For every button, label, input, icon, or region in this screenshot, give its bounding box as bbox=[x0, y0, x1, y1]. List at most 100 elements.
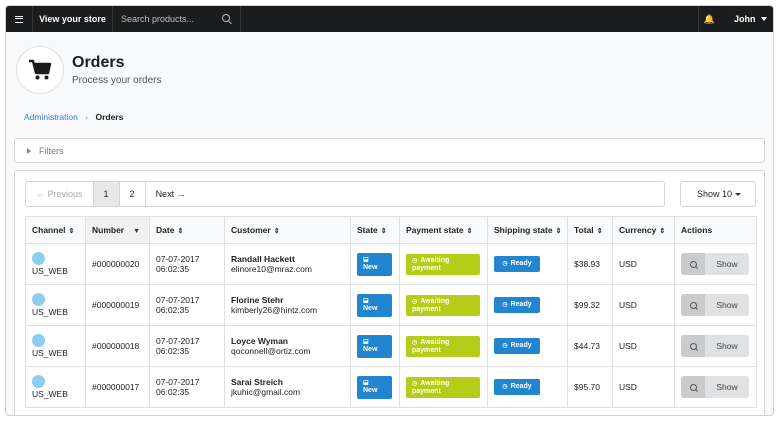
header-icon-circle bbox=[16, 46, 64, 94]
shipping-state-badge: ◷ Ready bbox=[494, 379, 540, 395]
table-row: US_WEB #000000020 07-07-2017 06:02:35 Ran… bbox=[25, 243, 757, 285]
chevron-down-icon bbox=[735, 193, 741, 196]
show-order-button[interactable]: Show bbox=[681, 335, 749, 357]
channel-code: US_WEB bbox=[32, 266, 68, 276]
column-header-state[interactable]: State ⇕ bbox=[350, 216, 400, 244]
pagination-next[interactable]: Next → bbox=[155, 189, 186, 199]
sort-icon: ⇕ bbox=[380, 228, 387, 235]
state-label: New bbox=[363, 345, 378, 353]
view-store-link[interactable]: View your store bbox=[33, 6, 113, 32]
state-badge: ⬓ New bbox=[357, 334, 392, 358]
column-header-channel[interactable]: Channel ⇕ bbox=[25, 216, 86, 244]
state-badge: ⬓ New bbox=[357, 375, 392, 399]
column-label: Customer bbox=[231, 225, 271, 235]
clock-icon: ◷ bbox=[502, 302, 508, 308]
pagination-page-1[interactable]: 1 bbox=[93, 182, 120, 206]
channel-color-dot bbox=[32, 375, 45, 388]
table-row: US_WEB #000000018 07-07-2017 06:02:35 Loy… bbox=[25, 325, 757, 367]
search-box bbox=[113, 6, 241, 32]
column-header-customer[interactable]: Customer ⇕ bbox=[224, 216, 351, 244]
show-button-label: Show bbox=[716, 382, 738, 392]
pagination: ← Previous 1 2 Next → bbox=[25, 181, 665, 207]
shipping-state-label: Ready bbox=[510, 260, 532, 267]
column-header-number[interactable]: Number ▼ bbox=[85, 216, 150, 244]
column-label: Date bbox=[156, 225, 175, 235]
search-icon bbox=[689, 260, 697, 268]
breadcrumb-administration-link[interactable]: Administration bbox=[24, 112, 78, 122]
hamburger-icon bbox=[15, 15, 23, 23]
clock-icon: ◷ bbox=[412, 257, 418, 264]
filters-accordion[interactable]: Filters bbox=[14, 138, 765, 163]
payment-state-label: Awaiting payment bbox=[412, 256, 450, 272]
order-time: 06:02:35 bbox=[156, 346, 190, 356]
column-label: Currency bbox=[619, 225, 657, 235]
sort-icon: ⇕ bbox=[659, 228, 666, 235]
sort-icon: ⇕ bbox=[596, 228, 603, 235]
page-size-dropdown[interactable]: Show 10 bbox=[680, 181, 756, 207]
customer-name: Randall Hackett bbox=[231, 254, 295, 264]
inbox-icon: ⬓ bbox=[363, 256, 369, 263]
sort-icon: ⇕ bbox=[555, 228, 562, 235]
show-order-button[interactable]: Show bbox=[681, 253, 749, 275]
column-header-total[interactable]: Total ⇕ bbox=[567, 216, 613, 244]
order-number: #000000018 bbox=[92, 341, 140, 351]
state-label: New bbox=[363, 386, 378, 394]
order-total: $99.32 bbox=[574, 300, 600, 310]
sidebar-toggle-button[interactable] bbox=[6, 6, 33, 32]
show-order-button[interactable]: Show bbox=[681, 376, 749, 398]
column-label: Number bbox=[92, 225, 125, 235]
order-time: 06:02:35 bbox=[156, 305, 190, 315]
clock-icon: ◷ bbox=[412, 298, 418, 305]
channel-code: US_WEB bbox=[32, 307, 68, 317]
search-icon-wrap bbox=[681, 253, 705, 275]
inbox-icon: ⬓ bbox=[363, 379, 369, 386]
user-menu[interactable]: John bbox=[720, 6, 773, 32]
search-icon[interactable] bbox=[222, 14, 230, 22]
order-currency: USD bbox=[619, 300, 637, 310]
top-navbar: View your store 🔔 John bbox=[6, 6, 773, 32]
order-total: $38.93 bbox=[574, 259, 600, 269]
page-title: Orders bbox=[72, 54, 125, 71]
shipping-state-badge: ◷ Ready bbox=[494, 297, 540, 313]
column-header-payment-state[interactable]: Payment state ⇕ bbox=[399, 216, 488, 244]
show-order-button[interactable]: Show bbox=[681, 294, 749, 316]
order-number: #000000017 bbox=[92, 382, 140, 392]
chevron-down-icon bbox=[761, 17, 767, 21]
sort-icon: ⇕ bbox=[273, 228, 280, 235]
notifications-button[interactable]: 🔔 bbox=[698, 6, 720, 32]
column-header-shipping-state[interactable]: Shipping state ⇕ bbox=[487, 216, 568, 244]
customer-name: Sarai Streich bbox=[231, 377, 283, 387]
search-icon bbox=[689, 342, 697, 350]
search-input[interactable] bbox=[113, 6, 240, 32]
page-size-label: Show 10 bbox=[697, 189, 733, 199]
payment-state-label: Awaiting payment bbox=[412, 297, 450, 313]
column-label: Payment state bbox=[406, 225, 464, 235]
search-icon-wrap bbox=[681, 335, 705, 357]
sort-descending-icon: ▼ bbox=[133, 228, 141, 235]
order-total: $95.70 bbox=[574, 382, 600, 392]
pagination-previous[interactable]: ← Previous bbox=[26, 182, 94, 206]
shopping-cart-icon bbox=[29, 59, 52, 80]
order-time: 06:02:35 bbox=[156, 264, 190, 274]
shipping-state-label: Ready bbox=[510, 342, 532, 349]
customer-email: kimberly26@hintz.com bbox=[231, 305, 318, 315]
breadcrumb: Administration › Orders bbox=[24, 112, 123, 122]
column-header-currency[interactable]: Currency ⇕ bbox=[612, 216, 675, 244]
payment-state-badge: ◷ Awaiting payment bbox=[406, 376, 480, 398]
page-subtitle: Process your orders bbox=[72, 75, 162, 86]
search-icon-wrap bbox=[681, 294, 705, 316]
sort-icon: ⇕ bbox=[68, 228, 75, 235]
clock-icon: ◷ bbox=[502, 384, 508, 390]
shipping-state-label: Ready bbox=[510, 301, 532, 308]
table-row: US_WEB #000000017 07-07-2017 06:02:35 Sar… bbox=[25, 366, 757, 408]
clock-icon: ◷ bbox=[502, 343, 508, 349]
column-header-actions: Actions bbox=[674, 216, 757, 244]
state-label: New bbox=[363, 263, 378, 271]
shipping-state-badge: ◷ Ready bbox=[494, 338, 540, 354]
column-header-date[interactable]: Date ⇕ bbox=[149, 216, 225, 244]
caret-right-icon bbox=[27, 148, 31, 154]
order-date: 07-07-2017 bbox=[156, 254, 200, 264]
pagination-page-2[interactable]: 2 bbox=[120, 182, 146, 206]
search-icon bbox=[689, 301, 697, 309]
order-date: 07-07-2017 bbox=[156, 336, 200, 346]
